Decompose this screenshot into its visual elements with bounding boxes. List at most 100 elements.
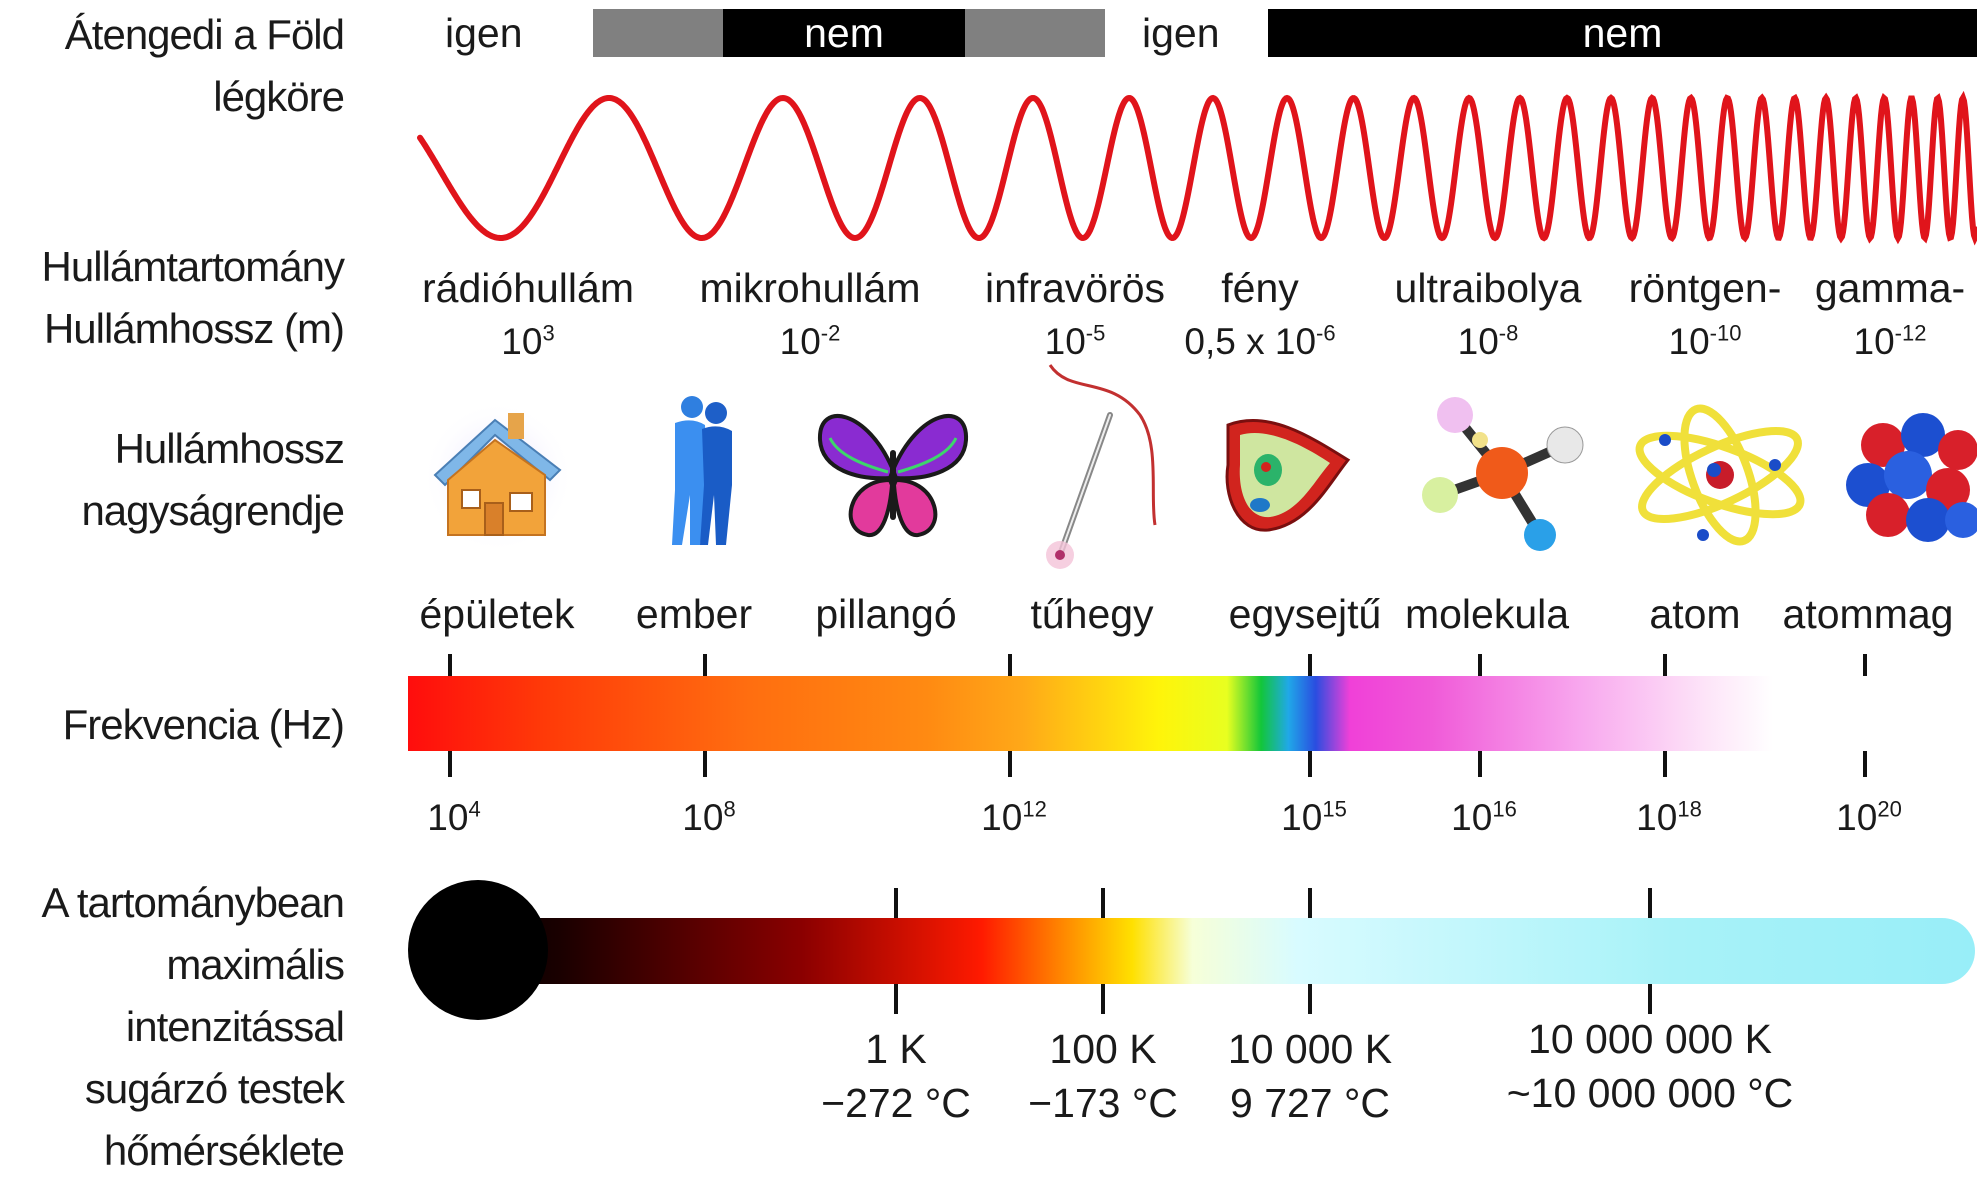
freq-label-0: 104: [427, 796, 480, 840]
freq-label-4-base: 10: [1451, 797, 1493, 838]
frequency-row-label: Frekvencia (Hz): [63, 694, 345, 756]
freq-tick-bottom-4: [1478, 751, 1482, 777]
object-label-1: ember: [635, 591, 753, 637]
freq-tick-top-4: [1478, 654, 1482, 676]
freq-tick-top-0: [448, 654, 452, 676]
freq-label-5-base: 10: [1636, 797, 1678, 838]
freq-label-3: 1015: [1281, 796, 1347, 840]
band-wavelength-3-base: 0,5 x 10: [1184, 321, 1317, 362]
temp-tick-bottom-0: [894, 984, 898, 1014]
band-wavelength-6-exponent: -12: [1894, 320, 1927, 346]
frequency-spectrum-bar: [408, 676, 1773, 751]
band-name-6: gamma-: [1814, 265, 1966, 311]
temp-kelvin-2: 10 000 K: [1227, 1026, 1393, 1072]
atm-nem-segment-1: nem: [723, 9, 965, 57]
temp-kelvin-3: 10 000 000 K: [1528, 1016, 1772, 1062]
freq-label-6-base: 10: [1836, 797, 1878, 838]
temp-tick-bottom-1: [1101, 984, 1105, 1014]
temp-celsius-0: −272 °C: [821, 1080, 971, 1126]
freq-tick-bottom-6: [1863, 751, 1867, 777]
nucleus-icon: [1846, 405, 1977, 560]
temperature-color-bar: [470, 918, 1975, 984]
house-icon: [420, 395, 575, 553]
band-name-5: röntgen-: [1628, 265, 1782, 311]
object-label-4: egysejtű: [1228, 591, 1382, 637]
band-name-1: mikrohullám: [699, 265, 921, 311]
band-wavelength-5-exponent: -10: [1709, 320, 1742, 346]
wavelength-wave: [417, 90, 1977, 246]
freq-tick-top-5: [1663, 654, 1667, 676]
freq-label-2: 1012: [981, 796, 1047, 840]
atm-igen-2: igen: [1142, 10, 1220, 56]
band-name-3: fény: [1221, 265, 1299, 311]
temp-tick-top-2: [1308, 888, 1312, 918]
band-name-2: infravörös: [984, 265, 1166, 311]
freq-label-5-exponent: 18: [1677, 796, 1702, 822]
temperature-label-line2: maximális: [166, 941, 345, 988]
freq-tick-bottom-1: [703, 751, 707, 777]
temp-celsius-3: ~10 000 000 °C: [1506, 1070, 1794, 1116]
freq-tick-bottom-3: [1308, 751, 1312, 777]
band-label-line2: Hullámhossz (m): [43, 305, 345, 352]
freq-tick-top-6: [1863, 654, 1867, 676]
object-label-5: molekula: [1404, 591, 1570, 637]
band-wavelength-4: 10-8: [1458, 320, 1519, 364]
object-label-2: pillangó: [815, 591, 957, 637]
band-name-4: ultraibolya: [1394, 265, 1582, 311]
freq-tick-top-1: [703, 654, 707, 676]
atm-partial-segment-1: [593, 9, 723, 57]
band-wavelength-4-base: 10: [1457, 321, 1499, 362]
temp-celsius-1: −173 °C: [1028, 1080, 1178, 1126]
atmosphere-label-line2: légköre: [213, 73, 345, 120]
scale-label-line1: Hullámhossz: [114, 425, 345, 472]
temperature-label-line3: intenzitással: [125, 1003, 345, 1050]
atm-nem-2: nem: [1582, 10, 1663, 56]
band-wavelength-3: 0,5 x 10-6: [1184, 320, 1335, 364]
band-row-label: Hullámtartomány Hullámhossz (m): [42, 236, 345, 360]
molecule-icon: [1410, 395, 1584, 551]
wave-line: [417, 90, 1977, 246]
scale-label-line2: nagyságrendje: [81, 487, 345, 534]
band-wavelength-0: 103: [501, 320, 554, 364]
atm-nem-1: nem: [804, 10, 884, 56]
atm-nem-segment-2: nem: [1268, 9, 1977, 57]
band-wavelength-6-base: 10: [1853, 321, 1895, 362]
freq-label-6-exponent: 20: [1877, 796, 1902, 822]
freq-label-1-exponent: 8: [723, 796, 736, 822]
band-wavelength-0-exponent: 3: [542, 320, 555, 346]
band-wavelength-1-base: 10: [779, 321, 821, 362]
butterfly-icon: [808, 400, 969, 555]
band-name-0: rádióhullám: [422, 265, 634, 311]
atm-igen-1: igen: [445, 10, 523, 56]
band-wavelength-5: 10-10: [1669, 320, 1742, 364]
freq-label-2-base: 10: [981, 797, 1023, 838]
band-wavelength-2-base: 10: [1044, 321, 1086, 362]
freq-label-0-base: 10: [427, 797, 469, 838]
freq-label-4-exponent: 16: [1492, 796, 1517, 822]
band-wavelength-4-exponent: -8: [1498, 320, 1519, 346]
object-label-0: épületek: [419, 591, 575, 637]
band-wavelength-1: 10-2: [780, 320, 841, 364]
scale-row-label: Hullámhossz nagyságrendje: [81, 418, 345, 542]
temperature-row-label: A tartománybean maximális intenzitással …: [41, 872, 345, 1182]
temp-celsius-2: 9 727 °C: [1230, 1080, 1390, 1126]
temperature-label-line4: sugárzó testek: [84, 1065, 345, 1112]
atmosphere-row-label: Átengedi a Föld légköre: [65, 4, 345, 128]
atom-icon: [1625, 395, 1805, 550]
temp-tick-top-0: [894, 888, 898, 918]
freq-label-0-exponent: 4: [468, 796, 481, 822]
temp-tick-top-3: [1648, 888, 1652, 918]
freq-label-3-exponent: 15: [1322, 796, 1347, 822]
needle-icon: [1030, 364, 1185, 569]
band-wavelength-2: 10-5: [1045, 320, 1106, 364]
band-wavelength-2-exponent: -5: [1085, 320, 1106, 346]
people-icon: [620, 395, 775, 550]
temp-kelvin-1: 100 K: [1049, 1026, 1157, 1072]
freq-label-6: 1020: [1836, 796, 1902, 840]
atm-partial-segment-2: [965, 9, 1105, 57]
temp-tick-bottom-3: [1648, 984, 1652, 1014]
temp-kelvin-0: 1 K: [865, 1026, 927, 1072]
band-wavelength-0-base: 10: [501, 321, 543, 362]
freq-tick-bottom-0: [448, 751, 452, 777]
